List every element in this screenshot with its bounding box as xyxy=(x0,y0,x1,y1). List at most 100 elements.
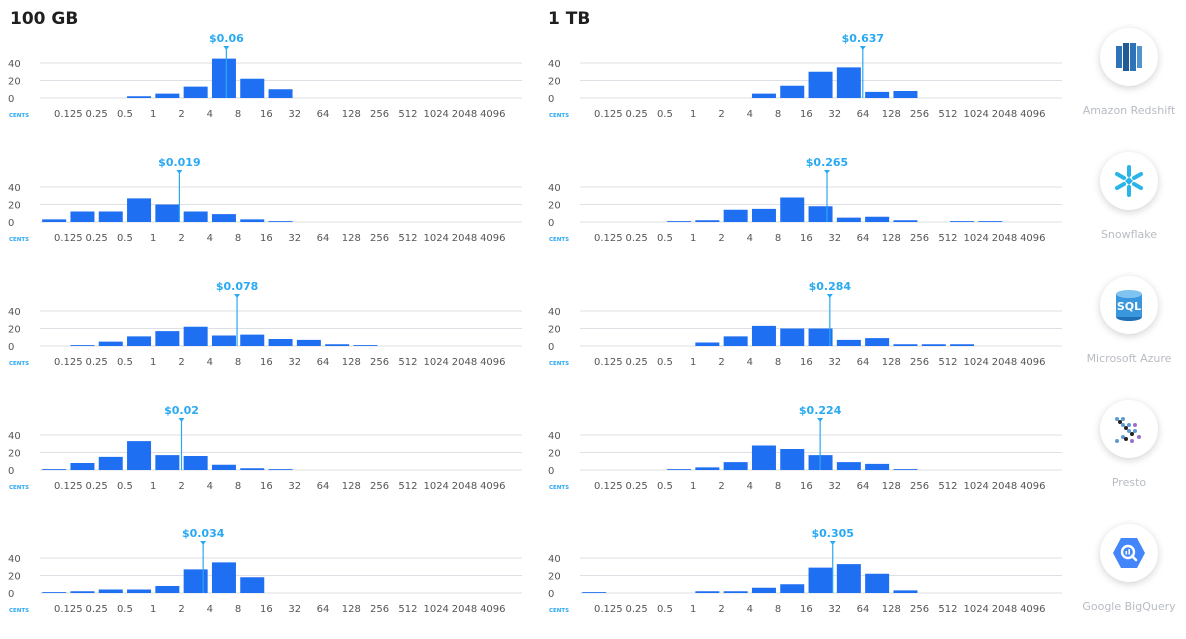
histogram-bar xyxy=(865,463,890,470)
vendor-presto: Presto xyxy=(1069,400,1186,489)
x-unit-label: CENTS xyxy=(9,113,29,119)
x-tick-label: 4096 xyxy=(1020,481,1045,492)
x-tick-label: 2 xyxy=(178,357,184,368)
histogram-bar xyxy=(127,589,152,593)
x-unit-label: CENTS xyxy=(549,485,569,491)
x-tick-label: 0.5 xyxy=(117,233,133,244)
google-bigquery-icon xyxy=(1100,524,1158,582)
x-tick-label: 8 xyxy=(775,481,781,492)
x-tick-label: 0.125 xyxy=(594,357,623,368)
x-tick-label: 4 xyxy=(747,357,753,368)
histogram-bar xyxy=(70,591,95,593)
x-tick-label: 0.5 xyxy=(657,233,673,244)
histogram-bar xyxy=(127,336,152,346)
histogram-bar xyxy=(808,71,833,98)
snowflake-icon xyxy=(1100,152,1158,210)
x-tick-label: 1024 xyxy=(963,481,988,492)
histogram-bar xyxy=(211,562,236,593)
histogram-bar xyxy=(695,467,720,470)
y-tick-label: 0 xyxy=(8,589,14,600)
x-tick-label: 1024 xyxy=(423,481,448,492)
x-tick-label: 4 xyxy=(747,604,753,615)
x-tick-label: 64 xyxy=(857,357,870,368)
x-tick-label: 16 xyxy=(260,109,273,120)
histogram-bar xyxy=(98,341,123,346)
x-tick-label: 1 xyxy=(690,481,696,492)
x-tick-label: 0.5 xyxy=(657,109,673,120)
histogram-bar xyxy=(808,206,833,222)
header-100gb: 100 GB xyxy=(10,9,79,29)
x-tick-label: 4 xyxy=(747,233,753,244)
histogram-bar xyxy=(240,78,265,98)
median-cost-label: $0.265 xyxy=(806,156,848,169)
median-cost-label: $0.06 xyxy=(209,32,244,45)
histogram-bar xyxy=(836,564,861,593)
x-tick-label: 2048 xyxy=(992,109,1017,120)
histogram-bar xyxy=(865,573,890,593)
y-tick-label: 40 xyxy=(8,59,21,70)
histogram-bar xyxy=(780,197,805,222)
x-tick-label: 1024 xyxy=(963,357,988,368)
x-tick-label: 0.5 xyxy=(117,357,133,368)
histogram-bar xyxy=(211,58,236,98)
histogram-bar xyxy=(183,211,208,222)
x-tick-label: 64 xyxy=(317,604,330,615)
vendor-google-bigquery: Google BigQuery xyxy=(1069,524,1186,613)
y-tick-label: 40 xyxy=(8,554,21,565)
x-tick-label: 1 xyxy=(690,604,696,615)
y-tick-label: 20 xyxy=(8,325,21,336)
x-tick-label: 256 xyxy=(370,109,389,120)
y-tick-label: 20 xyxy=(8,201,21,212)
y-tick-label: 20 xyxy=(548,449,561,460)
median-cost-label: $0.034 xyxy=(182,527,225,540)
x-tick-label: 32 xyxy=(288,481,301,492)
x-tick-label: 1024 xyxy=(963,233,988,244)
x-tick-label: 256 xyxy=(910,604,929,615)
y-tick-label: 20 xyxy=(8,77,21,88)
histogram-bar xyxy=(70,211,95,222)
x-tick-label: 4 xyxy=(207,604,213,615)
histogram-bar xyxy=(127,441,152,470)
x-tick-label: 16 xyxy=(260,233,273,244)
histogram-bar xyxy=(211,214,236,222)
x-tick-label: 2 xyxy=(718,233,724,244)
x-tick-label: 128 xyxy=(882,481,901,492)
x-tick-label: 2048 xyxy=(452,233,477,244)
x-tick-label: 0.125 xyxy=(54,233,83,244)
histogram-bar xyxy=(70,345,95,346)
x-tick-label: 64 xyxy=(317,109,330,120)
y-tick-label: 20 xyxy=(8,449,21,460)
x-tick-label: 256 xyxy=(910,481,929,492)
histogram-bar xyxy=(240,577,265,593)
histogram-bar xyxy=(780,85,805,98)
x-tick-label: 4096 xyxy=(480,233,505,244)
x-tick-label: 0.5 xyxy=(117,604,133,615)
x-tick-label: 1024 xyxy=(423,604,448,615)
sql-stamp: SQL xyxy=(1117,300,1141,313)
histogram-bar xyxy=(240,219,265,222)
x-tick-label: 8 xyxy=(775,233,781,244)
histogram-bar xyxy=(353,345,378,346)
histogram-bar xyxy=(808,328,833,346)
x-tick-label: 0.25 xyxy=(85,481,107,492)
x-tick-label: 256 xyxy=(370,604,389,615)
y-tick-label: 40 xyxy=(8,183,21,194)
x-tick-label: 64 xyxy=(857,604,870,615)
x-tick-label: 2 xyxy=(178,109,184,120)
x-tick-label: 1 xyxy=(690,109,696,120)
y-tick-label: 0 xyxy=(548,342,554,353)
x-tick-label: 0.25 xyxy=(625,233,647,244)
x-tick-label: 0.125 xyxy=(54,357,83,368)
x-tick-label: 16 xyxy=(800,109,813,120)
x-tick-label: 32 xyxy=(288,604,301,615)
x-tick-label: 4 xyxy=(207,109,213,120)
x-tick-label: 2 xyxy=(178,233,184,244)
histogram-bar xyxy=(780,584,805,593)
x-tick-label: 16 xyxy=(800,357,813,368)
x-tick-label: 64 xyxy=(317,481,330,492)
x-tick-label: 256 xyxy=(910,109,929,120)
x-tick-label: 32 xyxy=(828,481,841,492)
x-tick-label: 2 xyxy=(718,109,724,120)
histogram-bar xyxy=(751,93,776,98)
histogram-bar xyxy=(268,469,293,470)
